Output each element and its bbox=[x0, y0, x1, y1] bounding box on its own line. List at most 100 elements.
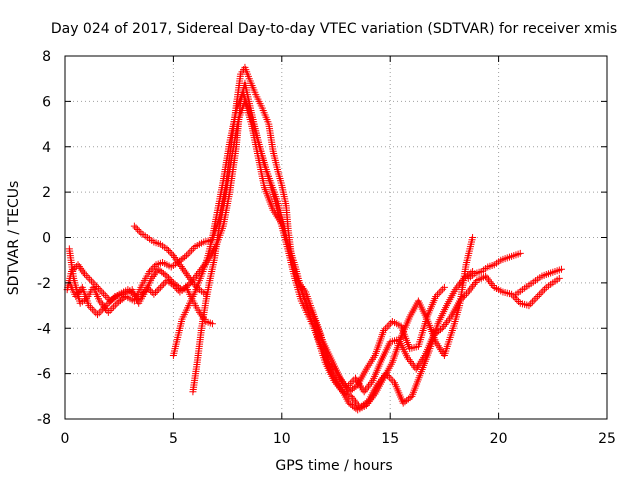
interp-point bbox=[144, 270, 152, 278]
interp-point bbox=[178, 317, 186, 325]
interp-point bbox=[387, 375, 395, 383]
interp-point bbox=[153, 287, 161, 295]
interp-point bbox=[389, 377, 397, 385]
interp-point bbox=[103, 293, 111, 301]
interp-point bbox=[396, 335, 404, 343]
interp-point bbox=[508, 252, 516, 260]
y-tick-label: 4 bbox=[42, 140, 51, 156]
interp-point bbox=[377, 358, 385, 366]
data-point bbox=[169, 252, 177, 260]
interp-point bbox=[475, 268, 483, 276]
interp-point bbox=[370, 392, 378, 400]
data-marks bbox=[63, 63, 565, 414]
interp-point bbox=[482, 265, 490, 273]
interp-point bbox=[132, 224, 140, 232]
interp-point bbox=[479, 273, 487, 281]
interp-point bbox=[516, 287, 524, 295]
interp-point bbox=[437, 287, 445, 295]
data-point bbox=[130, 222, 138, 230]
interp-point bbox=[346, 380, 354, 388]
interp-point bbox=[188, 277, 196, 285]
interp-point bbox=[111, 301, 119, 309]
interp-point bbox=[150, 262, 158, 270]
interp-point bbox=[94, 284, 102, 292]
interp-point bbox=[318, 336, 326, 344]
interp-point bbox=[257, 102, 265, 110]
interp-point bbox=[189, 244, 197, 252]
interp-point bbox=[154, 240, 162, 248]
interp-point bbox=[173, 285, 181, 293]
tick-labels: 0 5 10 15 20 25 -8 -6 -4 -2 0 2 4 6 8 bbox=[37, 49, 616, 447]
interp-point bbox=[188, 246, 196, 254]
interp-point bbox=[179, 254, 187, 262]
data-point bbox=[81, 270, 89, 278]
interp-point bbox=[138, 281, 146, 289]
interp-point bbox=[171, 253, 179, 261]
interp-point bbox=[489, 282, 497, 290]
axis-ticks bbox=[64, 55, 608, 420]
interp-point bbox=[348, 378, 356, 386]
interp-point bbox=[367, 378, 375, 386]
interp-point bbox=[523, 283, 531, 291]
interp-point bbox=[81, 296, 89, 304]
interp-point bbox=[387, 360, 395, 368]
interp-point bbox=[184, 272, 192, 280]
interp-point bbox=[82, 272, 90, 280]
data-point bbox=[440, 283, 448, 291]
interp-point bbox=[471, 278, 479, 286]
interp-point bbox=[379, 329, 387, 337]
interp-point bbox=[87, 277, 95, 285]
x-tick-label: 0 bbox=[61, 431, 70, 447]
interp-point bbox=[141, 232, 149, 240]
interp-point bbox=[194, 306, 202, 314]
interp-point bbox=[335, 372, 343, 380]
interp-point bbox=[180, 266, 188, 274]
interp-point bbox=[442, 304, 450, 312]
interp-point bbox=[190, 290, 198, 298]
interp-point bbox=[78, 266, 86, 274]
interp-point bbox=[284, 238, 292, 246]
interp-point bbox=[381, 325, 389, 333]
interp-point bbox=[360, 403, 368, 411]
interp-point bbox=[297, 283, 305, 291]
interp-point bbox=[134, 226, 142, 234]
y-tick-label: -2 bbox=[37, 276, 51, 292]
interp-point bbox=[203, 254, 211, 262]
interp-point bbox=[361, 367, 369, 375]
data-point bbox=[156, 283, 164, 291]
interp-point bbox=[513, 296, 521, 304]
interp-point bbox=[527, 300, 535, 308]
interp-point bbox=[171, 283, 179, 291]
interp-point bbox=[422, 315, 430, 323]
interp-point bbox=[448, 327, 456, 335]
interp-point bbox=[198, 239, 206, 247]
interp-point bbox=[404, 395, 412, 403]
interp-point bbox=[445, 315, 453, 323]
interp-point bbox=[186, 248, 194, 256]
interp-point bbox=[553, 276, 561, 284]
interp-point bbox=[141, 287, 149, 295]
y-tick-label: 6 bbox=[42, 94, 51, 110]
interp-point bbox=[159, 269, 167, 277]
interp-point bbox=[462, 263, 470, 271]
data-point bbox=[74, 261, 82, 269]
interp-point bbox=[145, 285, 153, 293]
interp-point bbox=[175, 259, 183, 267]
interp-point bbox=[95, 309, 103, 317]
interp-point bbox=[149, 264, 157, 272]
interp-point bbox=[173, 336, 181, 344]
interp-point bbox=[282, 199, 290, 207]
interp-point bbox=[173, 257, 181, 265]
interp-point bbox=[100, 290, 108, 298]
interp-point bbox=[135, 227, 143, 235]
x-axis-label: GPS time / hours bbox=[275, 458, 392, 474]
data-point bbox=[98, 288, 106, 296]
interp-point bbox=[436, 326, 444, 334]
y-tick-label: 2 bbox=[42, 185, 51, 201]
interp-point bbox=[180, 285, 188, 293]
interp-point bbox=[247, 118, 255, 126]
interp-point bbox=[206, 277, 214, 285]
interp-point bbox=[469, 271, 477, 279]
interp-point bbox=[77, 264, 85, 272]
